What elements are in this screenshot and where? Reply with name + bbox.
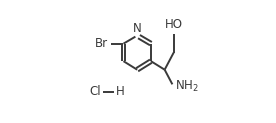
Text: Br: Br [95,37,108,50]
Text: NH$_2$: NH$_2$ [175,79,198,94]
Text: H: H [115,85,124,98]
Text: N: N [133,22,142,35]
Text: HO: HO [165,18,183,31]
Text: Cl: Cl [89,85,101,98]
